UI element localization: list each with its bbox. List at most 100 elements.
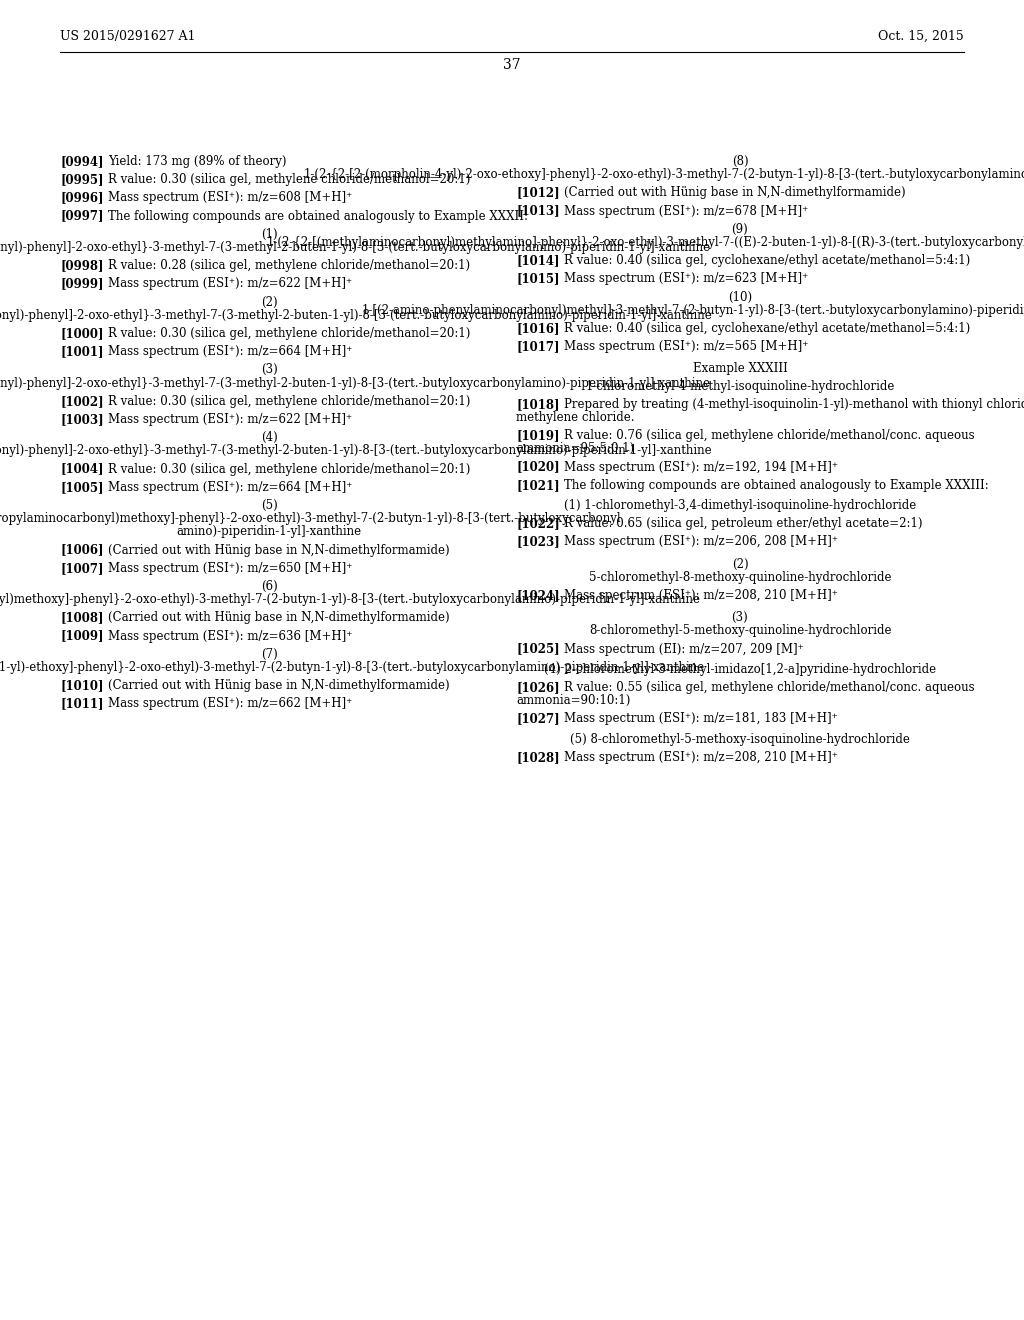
Text: [1028]: [1028]: [516, 751, 560, 764]
Text: 5-chloromethyl-8-methoxy-quinoline-hydrochloride: 5-chloromethyl-8-methoxy-quinoline-hydro…: [589, 570, 891, 583]
Text: Mass spectrum (ESI⁺): m/z=636 [M+H]⁺: Mass spectrum (ESI⁺): m/z=636 [M+H]⁺: [108, 630, 352, 643]
Text: (10): (10): [728, 290, 752, 304]
Text: [1002]: [1002]: [60, 395, 103, 408]
Text: 37: 37: [503, 58, 521, 73]
Text: Mass spectrum (ESI⁺): m/z=208, 210 [M+H]⁺: Mass spectrum (ESI⁺): m/z=208, 210 [M+H]…: [564, 751, 838, 764]
Text: The following compounds are obtained analogously to Example XXXIII:: The following compounds are obtained ana…: [564, 479, 989, 492]
Text: R value: 0.28 (silica gel, methylene chloride/methanol=20:1): R value: 0.28 (silica gel, methylene chl…: [108, 259, 470, 272]
Text: (9): (9): [731, 223, 749, 236]
Text: [1022]: [1022]: [516, 517, 560, 531]
Text: Mass spectrum (ESI⁺): m/z=608 [M+H]⁺: Mass spectrum (ESI⁺): m/z=608 [M+H]⁺: [108, 191, 352, 205]
Text: [1005]: [1005]: [60, 480, 103, 494]
Text: (1): (1): [261, 228, 278, 240]
Text: [1008]: [1008]: [60, 611, 103, 624]
Text: Mass spectrum (ESI⁺): m/z=208, 210 [M+H]⁺: Mass spectrum (ESI⁺): m/z=208, 210 [M+H]…: [564, 589, 838, 602]
Text: (6): (6): [261, 579, 278, 593]
Text: [1016]: [1016]: [516, 322, 559, 335]
Text: [1010]: [1010]: [60, 680, 103, 692]
Text: R value: 0.30 (silica gel, methylene chloride/methanol=20:1): R value: 0.30 (silica gel, methylene chl…: [108, 173, 470, 186]
Text: [1013]: [1013]: [516, 205, 560, 218]
Text: [1001]: [1001]: [60, 346, 103, 358]
Text: The following compounds are obtained analogously to Example XXXII:: The following compounds are obtained ana…: [108, 210, 528, 223]
Text: Mass spectrum (ESI⁺): m/z=206, 208 [M+H]⁺: Mass spectrum (ESI⁺): m/z=206, 208 [M+H]…: [564, 536, 838, 548]
Text: 1-{2-[3-(dimethylaminocarbonyl)-phenyl]-2-oxo-ethyl}-3-methyl-7-(3-methyl-2-bute: 1-{2-[3-(dimethylaminocarbonyl)-phenyl]-…: [0, 242, 711, 253]
Text: Oct. 15, 2015: Oct. 15, 2015: [879, 30, 964, 44]
Text: [1007]: [1007]: [60, 562, 103, 574]
Text: Mass spectrum (ESI⁺): m/z=622 [M+H]⁺: Mass spectrum (ESI⁺): m/z=622 [M+H]⁺: [108, 277, 352, 290]
Text: Mass spectrum (EI): m/z=207, 209 [M]⁺: Mass spectrum (EI): m/z=207, 209 [M]⁺: [564, 643, 804, 656]
Text: [0999]: [0999]: [60, 277, 103, 290]
Text: [1027]: [1027]: [516, 713, 560, 726]
Text: Mass spectrum (ESI⁺): m/z=678 [M+H]⁺: Mass spectrum (ESI⁺): m/z=678 [M+H]⁺: [564, 205, 808, 218]
Text: [1014]: [1014]: [516, 255, 559, 267]
Text: (Carried out with Hünig base in N,N-dimethylformamide): (Carried out with Hünig base in N,N-dime…: [108, 611, 450, 624]
Text: 1-{2-[3-(morpholin-4-yl-carbonyl)-phenyl]-2-oxo-ethyl}-3-methyl-7-(3-methyl-2-bu: 1-{2-[3-(morpholin-4-yl-carbonyl)-phenyl…: [0, 309, 712, 322]
Text: 1-{2-[2-(dimethylaminocarbonyl)-phenyl]-2-oxo-ethyl}-3-methyl-7-(3-methyl-2-bute: 1-{2-[2-(dimethylaminocarbonyl)-phenyl]-…: [0, 376, 711, 389]
Text: (4): (4): [261, 432, 278, 445]
Text: (4) 2-chloromethyl-3-methyl-imidazo[1,2-a]pyridine-hydrochloride: (4) 2-chloromethyl-3-methyl-imidazo[1,2-…: [544, 663, 936, 676]
Text: Mass spectrum (ESI⁺): m/z=650 [M+H]⁺: Mass spectrum (ESI⁺): m/z=650 [M+H]⁺: [108, 562, 352, 574]
Text: [1021]: [1021]: [516, 479, 560, 492]
Text: R value: 0.55 (silica gel, methylene chloride/methanol/conc. aqueous: R value: 0.55 (silica gel, methylene chl…: [564, 681, 975, 694]
Text: 1-(2-{2-[(isopropylaminocarbonyl)methoxy]-phenyl}-2-oxo-ethyl)-3-methyl-7-(2-but: 1-(2-{2-[(isopropylaminocarbonyl)methoxy…: [0, 512, 622, 525]
Text: R value: 0.65 (silica gel, petroleum ether/ethyl acetate=2:1): R value: 0.65 (silica gel, petroleum eth…: [564, 517, 923, 531]
Text: [1015]: [1015]: [516, 272, 559, 285]
Text: [1025]: [1025]: [516, 643, 560, 656]
Text: [1017]: [1017]: [516, 341, 559, 354]
Text: (7): (7): [261, 648, 278, 661]
Text: (5): (5): [261, 499, 278, 512]
Text: Mass spectrum (ESI⁺): m/z=623 [M+H]⁺: Mass spectrum (ESI⁺): m/z=623 [M+H]⁺: [564, 272, 808, 285]
Text: [1004]: [1004]: [60, 462, 103, 475]
Text: R value: 0.30 (silica gel, methylene chloride/methanol=20:1): R value: 0.30 (silica gel, methylene chl…: [108, 395, 470, 408]
Text: US 2015/0291627 A1: US 2015/0291627 A1: [60, 30, 196, 44]
Text: [0994]: [0994]: [60, 154, 103, 168]
Text: (1) 1-chloromethyl-3,4-dimethyl-isoquinoline-hydrochloride: (1) 1-chloromethyl-3,4-dimethyl-isoquino…: [564, 499, 916, 512]
Text: Mass spectrum (ESI⁺): m/z=192, 194 [M+H]⁺: Mass spectrum (ESI⁺): m/z=192, 194 [M+H]…: [564, 461, 838, 474]
Text: amino)-piperidin-1-yl]-xanthine: amino)-piperidin-1-yl]-xanthine: [176, 525, 361, 539]
Text: 1-[(2-amino-phenylaminocarbonyl)methyl]-3-methyl-7-(2-butyn-1-yl)-8-[3-(tert.-bu: 1-[(2-amino-phenylaminocarbonyl)methyl]-…: [362, 304, 1024, 317]
Text: [0998]: [0998]: [60, 259, 103, 272]
Text: (3): (3): [731, 611, 749, 624]
Text: R value: 0.30 (silica gel, methylene chloride/methanol=20:1): R value: 0.30 (silica gel, methylene chl…: [108, 327, 470, 341]
Text: (Carried out with Hünig base in N,N-dimethylformamide): (Carried out with Hünig base in N,N-dime…: [108, 680, 450, 692]
Text: 1-(2-{2-[2-oxo-2-(pyrrolidin-1-yl)-ethoxy]-phenyl}-2-oxo-ethyl)-3-methyl-7-(2-bu: 1-(2-{2-[2-oxo-2-(pyrrolidin-1-yl)-ethox…: [0, 661, 705, 675]
Text: (2): (2): [732, 557, 749, 570]
Text: (Carried out with Hünig base in N,N-dimethylformamide): (Carried out with Hünig base in N,N-dime…: [108, 544, 450, 557]
Text: [1020]: [1020]: [516, 461, 560, 474]
Text: Mass spectrum (ESI⁺): m/z=664 [M+H]⁺: Mass spectrum (ESI⁺): m/z=664 [M+H]⁺: [108, 346, 352, 358]
Text: [1000]: [1000]: [60, 327, 103, 341]
Text: [1024]: [1024]: [516, 589, 560, 602]
Text: (2): (2): [261, 296, 278, 309]
Text: 8-chloromethyl-5-methoxy-quinoline-hydrochloride: 8-chloromethyl-5-methoxy-quinoline-hydro…: [589, 624, 891, 638]
Text: Example XXXIII: Example XXXIII: [692, 363, 787, 375]
Text: R value: 0.40 (silica gel, cyclohexane/ethyl acetate/methanol=5:4:1): R value: 0.40 (silica gel, cyclohexane/e…: [564, 322, 971, 335]
Text: Mass spectrum (ESI⁺): m/z=662 [M+H]⁺: Mass spectrum (ESI⁺): m/z=662 [M+H]⁺: [108, 697, 352, 710]
Text: Yield: 173 mg (89% of theory): Yield: 173 mg (89% of theory): [108, 154, 287, 168]
Text: [1012]: [1012]: [516, 186, 560, 199]
Text: methylene chloride.: methylene chloride.: [516, 411, 635, 424]
Text: 1-chloromethyl-4-methyl-isoquinoline-hydrochloride: 1-chloromethyl-4-methyl-isoquinoline-hyd…: [586, 380, 895, 392]
Text: [1011]: [1011]: [60, 697, 103, 710]
Text: 1-(2-{2-[(methylaminocarbonyl)methylamino]-phenyl}-2-oxo-ethyl)-3-methyl-7-((E)-: 1-(2-{2-[(methylaminocarbonyl)methylamin…: [267, 236, 1024, 249]
Text: [1023]: [1023]: [516, 536, 560, 548]
Text: 1-(2-{2-[2-(morpholin-4-yl)-2-oxo-ethoxy]-phenyl}-2-oxo-ethyl)-3-methyl-7-(2-but: 1-(2-{2-[2-(morpholin-4-yl)-2-oxo-ethoxy…: [303, 168, 1024, 181]
Text: Mass spectrum (ESI⁺): m/z=664 [M+H]⁺: Mass spectrum (ESI⁺): m/z=664 [M+H]⁺: [108, 480, 352, 494]
Text: R value: 0.40 (silica gel, cyclohexane/ethyl acetate/methanol=5:4:1): R value: 0.40 (silica gel, cyclohexane/e…: [564, 255, 971, 267]
Text: Mass spectrum (ESI⁺): m/z=181, 183 [M+H]⁺: Mass spectrum (ESI⁺): m/z=181, 183 [M+H]…: [564, 713, 838, 726]
Text: (3): (3): [261, 363, 278, 376]
Text: [1009]: [1009]: [60, 630, 103, 643]
Text: R value: 0.30 (silica gel, methylene chloride/methanol=20:1): R value: 0.30 (silica gel, methylene chl…: [108, 462, 470, 475]
Text: R value: 0.76 (silica gel, methylene chloride/methanol/conc. aqueous: R value: 0.76 (silica gel, methylene chl…: [564, 429, 975, 442]
Text: [0996]: [0996]: [60, 191, 103, 205]
Text: (8): (8): [732, 154, 749, 168]
Text: Mass spectrum (ESI⁺): m/z=565 [M+H]⁺: Mass spectrum (ESI⁺): m/z=565 [M+H]⁺: [564, 341, 808, 354]
Text: ammonia=90:10:1): ammonia=90:10:1): [516, 694, 631, 708]
Text: [0997]: [0997]: [60, 210, 103, 223]
Text: 1-(2-{2-[(ethylaminocarbonyl)methoxy]-phenyl}-2-oxo-ethyl)-3-methyl-7-(2-butyn-1: 1-(2-{2-[(ethylaminocarbonyl)methoxy]-ph…: [0, 593, 701, 606]
Text: [1019]: [1019]: [516, 429, 559, 442]
Text: [0995]: [0995]: [60, 173, 103, 186]
Text: (Carried out with Hünig base in N,N-dimethylformamide): (Carried out with Hünig base in N,N-dime…: [564, 186, 905, 199]
Text: [1018]: [1018]: [516, 397, 559, 411]
Text: [1006]: [1006]: [60, 544, 103, 557]
Text: Mass spectrum (ESI⁺): m/z=622 [M+H]⁺: Mass spectrum (ESI⁺): m/z=622 [M+H]⁺: [108, 413, 352, 426]
